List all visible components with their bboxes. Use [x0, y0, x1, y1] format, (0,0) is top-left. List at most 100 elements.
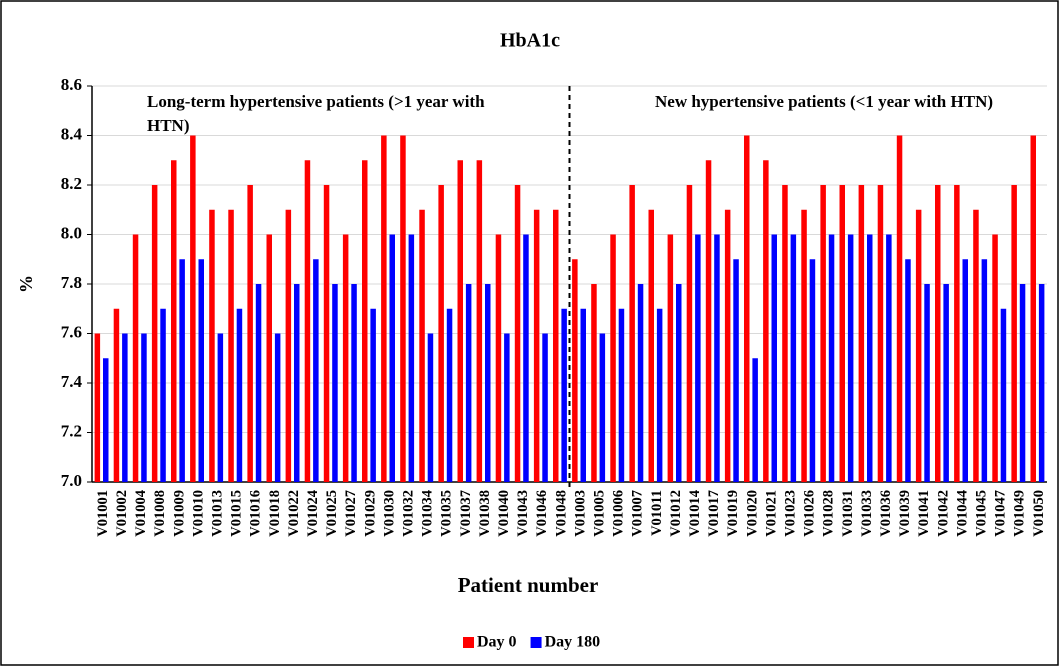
bar — [332, 284, 338, 482]
bar — [877, 185, 884, 482]
bar — [820, 185, 826, 482]
bar — [572, 259, 578, 482]
bar — [362, 160, 368, 482]
x-axis-label: Patient number — [458, 573, 599, 597]
bar — [782, 185, 788, 482]
bar — [342, 234, 349, 482]
x-tick-label: V01028 — [821, 490, 837, 537]
bar — [514, 185, 521, 482]
bar — [896, 135, 903, 482]
bar — [724, 209, 731, 482]
x-tick-label: V01013 — [209, 490, 225, 537]
bar — [954, 185, 960, 482]
bar — [523, 234, 529, 482]
bar — [847, 234, 854, 482]
x-tick-label: V01036 — [878, 490, 894, 537]
x-tick-label: V01034 — [420, 490, 436, 537]
y-tick-label: 8.0 — [61, 223, 82, 242]
x-tick-label: V01014 — [687, 490, 703, 537]
bar — [389, 234, 395, 482]
x-tick-label: V01011 — [649, 490, 665, 536]
bar — [504, 333, 510, 482]
bar — [924, 284, 930, 482]
bar — [151, 185, 158, 482]
bar — [839, 185, 845, 482]
bar — [599, 333, 606, 482]
bar — [160, 308, 166, 482]
bar — [103, 358, 109, 482]
bar — [94, 333, 101, 482]
x-tick-label: V01050 — [1031, 490, 1047, 537]
x-tick-label: V01032 — [400, 490, 416, 537]
bar — [132, 234, 139, 482]
y-tick-label: 7.6 — [61, 322, 82, 341]
x-tick-label: V01010 — [190, 490, 206, 537]
x-tick-label: V01029 — [362, 490, 378, 537]
bar — [351, 284, 357, 482]
y-tick-label: 8.2 — [61, 174, 82, 193]
bar — [294, 284, 300, 482]
bar — [171, 160, 177, 482]
x-tick-label: V01040 — [496, 490, 512, 537]
bar — [553, 209, 559, 482]
bar — [935, 185, 941, 482]
bar — [763, 160, 769, 482]
bar — [973, 209, 979, 482]
x-tick-label: V01024 — [305, 490, 321, 537]
bar — [427, 333, 434, 482]
bar — [313, 259, 319, 482]
bar — [247, 185, 253, 482]
x-tick-label: V01046 — [534, 490, 550, 537]
bar — [790, 234, 797, 482]
bar — [667, 234, 674, 482]
annotation: New hypertensive patients (<1 year with … — [655, 92, 994, 111]
x-tick-label: V01022 — [286, 490, 302, 537]
y-tick-label: 7.2 — [61, 421, 82, 440]
x-tick-label: V01012 — [668, 490, 684, 537]
x-tick-label: V01027 — [343, 490, 359, 537]
bar — [1019, 284, 1026, 482]
bar — [446, 308, 453, 482]
bar — [1000, 308, 1007, 482]
bar — [533, 209, 540, 482]
bar — [962, 259, 968, 482]
bar — [943, 284, 949, 482]
x-tick-label: V01045 — [973, 490, 989, 537]
x-tick-label: V01001 — [95, 490, 111, 537]
x-tick-label: V01042 — [935, 490, 951, 537]
x-tick-label: V01038 — [477, 490, 493, 537]
bar — [1038, 284, 1045, 482]
x-tick-label: V01035 — [439, 490, 455, 537]
x-tick-label: V01026 — [802, 490, 818, 537]
bar — [648, 209, 654, 482]
x-tick-label: V01015 — [229, 490, 245, 537]
bar — [801, 209, 807, 482]
bar — [705, 160, 712, 482]
y-tick-label: 8.4 — [61, 124, 83, 143]
bar — [381, 135, 387, 482]
x-tick-label: V01031 — [840, 490, 856, 537]
bar — [542, 333, 548, 482]
x-tick-label: V01048 — [553, 490, 569, 537]
bar — [733, 259, 739, 482]
bar — [656, 308, 663, 482]
annotation: Long-term hypertensive patients (>1 year… — [147, 92, 485, 135]
bar — [190, 135, 196, 482]
x-tick-label: V01019 — [725, 490, 741, 537]
bar — [400, 135, 406, 482]
chart-title: HbA1c — [500, 30, 560, 52]
x-tick-label: V01002 — [114, 490, 130, 537]
bar — [255, 284, 262, 482]
y-tick-label: 7.4 — [61, 372, 83, 391]
y-tick-label: 8.6 — [61, 75, 82, 94]
x-tick-label: V01004 — [133, 490, 149, 537]
bar — [122, 333, 128, 482]
legend-swatch — [530, 637, 542, 648]
bar — [992, 234, 998, 482]
bar — [438, 185, 444, 482]
bar — [408, 234, 415, 482]
bar — [113, 308, 120, 482]
bar — [629, 185, 635, 482]
bar — [370, 308, 376, 482]
bar — [485, 284, 491, 482]
